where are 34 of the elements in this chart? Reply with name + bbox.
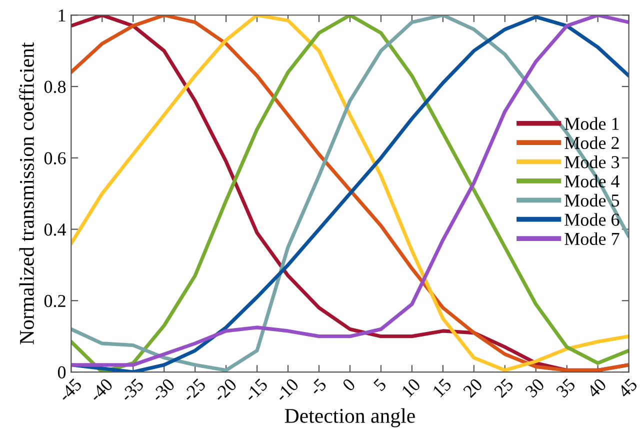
x-tick-label: -5 xyxy=(308,378,328,396)
y-tick-label: 0.4 xyxy=(44,224,66,236)
y-tick-label: 0.2 xyxy=(44,294,66,308)
legend-label: Mode 2 xyxy=(564,136,619,150)
legend-label: Mode 6 xyxy=(564,213,620,226)
x-tick-label: 5 xyxy=(373,378,387,392)
x-tick-label: -15 xyxy=(244,378,268,402)
x-tick-label: -30 xyxy=(150,378,176,402)
x-tick-label: 30 xyxy=(524,378,545,398)
x-tick-label: 10 xyxy=(401,378,422,398)
x-tick-label: 25 xyxy=(494,378,514,398)
x-tick-label: -35 xyxy=(120,378,144,402)
x-tick-label: -10 xyxy=(274,378,300,402)
x-tick-label: -45 xyxy=(58,378,82,402)
y-tick-label: 1 xyxy=(58,9,66,22)
legend-label: Mode 3 xyxy=(564,156,620,168)
y-tick-label: 0.8 xyxy=(44,80,66,94)
x-tick-label: 45 xyxy=(617,378,638,398)
legend-label: Mode 7 xyxy=(564,232,620,246)
x-tick-label: 15 xyxy=(432,378,452,398)
y-axis-title: Normalized transmission coefficient xyxy=(19,42,34,344)
x-tick-label: 35 xyxy=(556,378,576,398)
x-tick-label: 40 xyxy=(586,378,607,398)
x-tick-label: 0 xyxy=(342,378,356,392)
y-tick-label: 0 xyxy=(58,366,66,378)
x-tick-label: 20 xyxy=(462,378,484,398)
x-tick-label: -25 xyxy=(182,378,206,402)
x-axis-title: Detection angle xyxy=(284,408,415,428)
legend-label: Mode 1 xyxy=(564,117,619,130)
legend-label: Mode 5 xyxy=(564,194,620,207)
x-tick-label: -20 xyxy=(212,378,238,402)
legend-label: Mode 4 xyxy=(564,174,620,188)
y-tick-label: 0.6 xyxy=(44,152,66,164)
x-tick-label: -40 xyxy=(88,378,114,402)
